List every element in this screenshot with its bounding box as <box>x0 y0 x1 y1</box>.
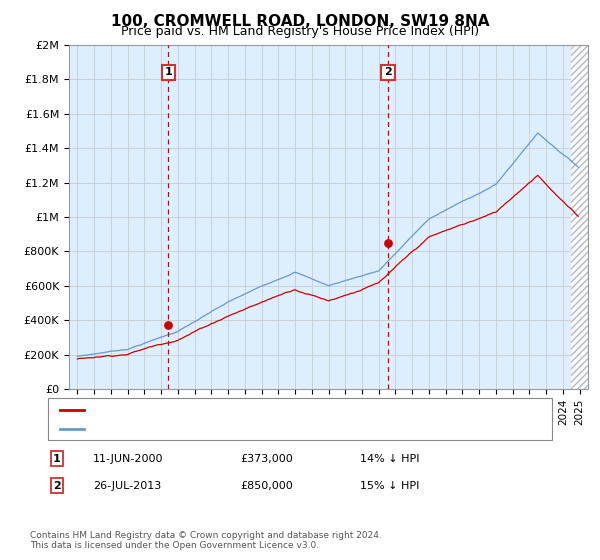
Text: 100, CROMWELL ROAD, LONDON, SW19 8NA: 100, CROMWELL ROAD, LONDON, SW19 8NA <box>111 14 489 29</box>
Point <box>383 239 393 248</box>
Point <box>164 320 173 329</box>
Text: 100, CROMWELL ROAD, LONDON, SW19 8NA (detached house): 100, CROMWELL ROAD, LONDON, SW19 8NA (de… <box>93 405 421 415</box>
Text: 2: 2 <box>384 67 392 77</box>
Text: £373,000: £373,000 <box>240 454 293 464</box>
Text: 11-JUN-2000: 11-JUN-2000 <box>93 454 163 464</box>
Text: £850,000: £850,000 <box>240 480 293 491</box>
Text: 26-JUL-2013: 26-JUL-2013 <box>93 480 161 491</box>
Text: Contains HM Land Registry data © Crown copyright and database right 2024.
This d: Contains HM Land Registry data © Crown c… <box>30 530 382 550</box>
Text: 2: 2 <box>53 480 61 491</box>
Text: 1: 1 <box>53 454 61 464</box>
Text: 15% ↓ HPI: 15% ↓ HPI <box>360 480 419 491</box>
Text: HPI: Average price, detached house, Merton: HPI: Average price, detached house, Mert… <box>93 424 323 434</box>
Text: 1: 1 <box>164 67 172 77</box>
Bar <box>571 45 588 389</box>
Text: Price paid vs. HM Land Registry's House Price Index (HPI): Price paid vs. HM Land Registry's House … <box>121 25 479 38</box>
Text: 14% ↓ HPI: 14% ↓ HPI <box>360 454 419 464</box>
